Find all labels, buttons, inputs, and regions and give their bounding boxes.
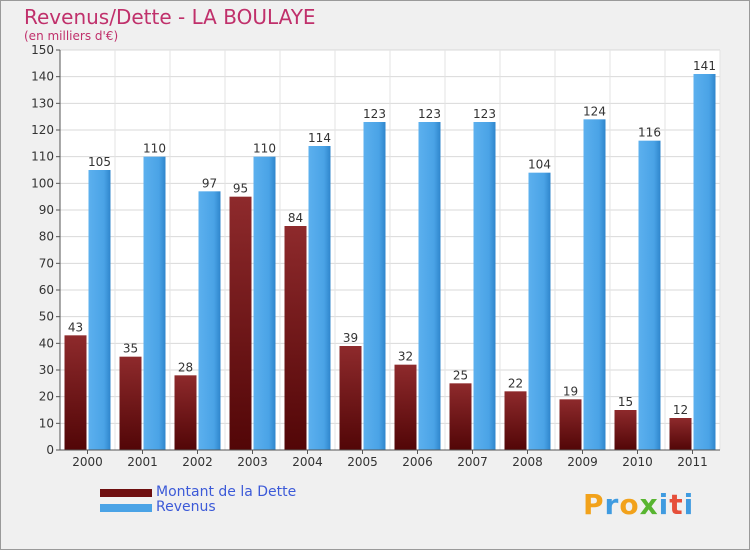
x-tick-label: 2000 (72, 455, 103, 469)
bar-revenus (473, 122, 496, 450)
y-tick-label: 70 (39, 256, 54, 270)
bar-dette (614, 410, 637, 450)
data-label-revenus: 97 (202, 176, 217, 190)
data-label-revenus: 104 (528, 158, 551, 172)
bar-revenus (198, 191, 221, 451)
y-tick-label: 140 (31, 70, 54, 84)
data-label-revenus: 124 (583, 104, 606, 118)
bar-revenus (363, 122, 386, 450)
logo-letter: x (639, 488, 659, 521)
data-label-dette: 35 (123, 342, 138, 356)
logo-letter: o (619, 488, 640, 521)
bar-revenus (253, 156, 276, 450)
data-label-revenus: 105 (88, 155, 111, 169)
bar-revenus (143, 156, 166, 450)
y-tick-label: 90 (39, 203, 54, 217)
bar-revenus (528, 172, 551, 450)
bar-dette (559, 399, 582, 450)
bar-revenus (583, 119, 606, 450)
proxiti-logo: Proxiti (583, 488, 694, 521)
data-label-dette: 12 (673, 403, 688, 417)
y-tick-label: 120 (31, 123, 54, 137)
y-tick-label: 20 (39, 390, 54, 404)
bar-revenus (693, 74, 716, 450)
bar-dette (449, 383, 472, 450)
logo-letter: i (683, 488, 695, 521)
y-tick-label: 0 (46, 443, 54, 457)
bar-revenus (638, 140, 661, 450)
x-tick-label: 2006 (402, 455, 433, 469)
y-tick-label: 110 (31, 150, 54, 164)
logo-letter: r (604, 488, 620, 521)
y-tick-label: 40 (39, 336, 54, 350)
data-label-dette: 39 (343, 331, 358, 345)
data-label-dette: 19 (563, 384, 578, 398)
bar-dette (284, 226, 307, 450)
y-tick-label: 150 (31, 43, 54, 57)
bar-dette (174, 375, 197, 450)
data-labels: 43 105 35 110 28 97 95 110 84 114 39 123 32 123 25 123 2… (68, 59, 716, 417)
data-label-revenus: 116 (638, 126, 661, 140)
legend-swatch-dette (100, 489, 152, 497)
y-tick-label: 10 (39, 416, 54, 430)
x-tick-label: 2008 (512, 455, 543, 469)
data-label-revenus: 110 (143, 142, 166, 156)
data-label-revenus: 110 (253, 142, 276, 156)
bar-dette (504, 391, 527, 450)
bar-revenus (308, 146, 331, 450)
x-tick-label: 2001 (127, 455, 158, 469)
x-tick-label: 2009 (567, 455, 598, 469)
y-tick-label: 30 (39, 363, 54, 377)
data-label-revenus: 123 (418, 107, 441, 121)
chart-subtitle: (en milliers d'€) (24, 29, 119, 43)
legend-label-revenus: Revenus (156, 499, 216, 515)
data-label-dette: 32 (398, 350, 413, 364)
logo-letter: t (669, 488, 684, 521)
data-label-dette: 84 (288, 211, 303, 225)
x-tick-label: 2005 (347, 455, 378, 469)
x-tick-label: 2003 (237, 455, 268, 469)
y-tick-label: 100 (31, 176, 54, 190)
logo-letter: P (583, 488, 605, 521)
data-label-dette: 22 (508, 376, 523, 390)
y-tick-label: 60 (39, 283, 54, 297)
x-tick-label: 2010 (622, 455, 653, 469)
x-tick-label: 2011 (677, 455, 708, 469)
bar-dette (339, 346, 362, 450)
data-label-dette: 43 (68, 320, 83, 334)
bar-dette (229, 196, 252, 450)
data-label-dette: 15 (618, 395, 633, 409)
legend-label-dette: Montant de la Dette (156, 484, 297, 500)
bar-revenus (418, 122, 441, 450)
data-label-dette: 28 (178, 360, 193, 374)
data-label-dette: 95 (233, 182, 248, 196)
bar-dette (394, 364, 417, 450)
data-label-revenus: 123 (363, 107, 386, 121)
legend-swatch-revenus (100, 504, 152, 512)
logo-letter: i (658, 488, 670, 521)
bar-dette (119, 356, 142, 450)
y-tick-label: 80 (39, 230, 54, 244)
y-tick-label: 50 (39, 310, 54, 324)
data-label-dette: 25 (453, 368, 468, 382)
data-label-revenus: 114 (308, 131, 331, 145)
data-label-revenus: 141 (693, 59, 716, 73)
x-tick-label: 2002 (182, 455, 213, 469)
bar-dette (64, 335, 87, 450)
bar-dette (669, 418, 692, 450)
data-label-revenus: 123 (473, 107, 496, 121)
x-tick-label: 2004 (292, 455, 323, 469)
y-tick-label: 130 (31, 96, 54, 110)
bars (64, 74, 716, 451)
chart-title: Revenus/Dette - LA BOULAYE (24, 5, 316, 29)
axes: 0 10 20 30 40 50 60 70 80 90 100 110 120 130 140 150 200… (31, 43, 720, 469)
x-tick-label: 2007 (457, 455, 488, 469)
bar-revenus (88, 170, 111, 450)
